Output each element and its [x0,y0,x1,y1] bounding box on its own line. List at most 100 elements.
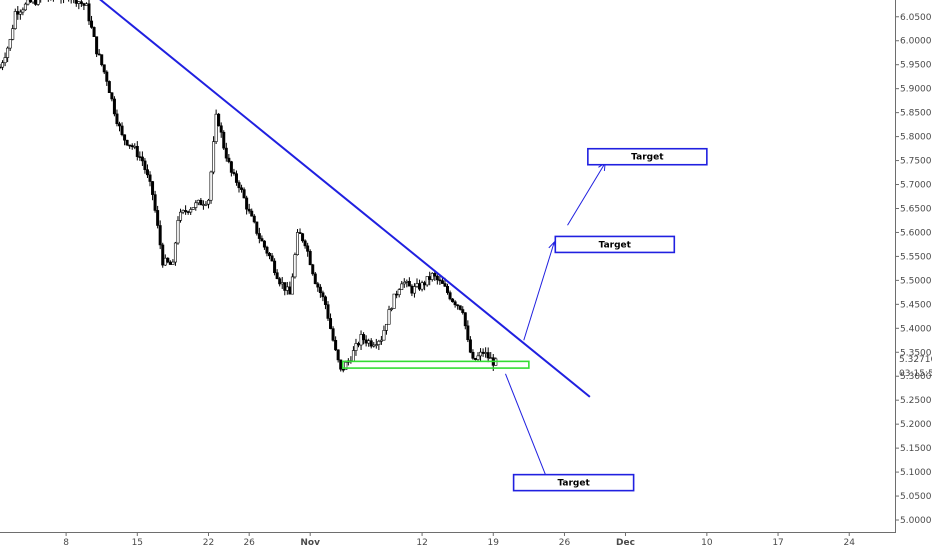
candle [1,60,5,71]
candle [186,210,190,215]
candle [473,357,477,361]
candle [252,214,256,224]
scenario-arrow [505,373,551,486]
candle [50,0,52,1]
candle [128,144,132,149]
candle [18,9,22,20]
candle [484,347,488,358]
candle [107,80,111,93]
candle [8,38,12,51]
y-tick-label: 5.40000 [900,324,932,334]
target-label: Target [599,240,632,250]
candle [445,283,449,295]
candle [275,269,279,280]
candle [448,290,452,301]
candle [489,352,493,359]
candle [428,271,432,286]
y-tick-label: 5.05000 [900,492,932,502]
candle [481,348,485,357]
candle [306,242,310,257]
candle [410,284,414,297]
candle [245,195,249,215]
drawings: Target Target Target [99,0,708,492]
x-tick-label: 12 [416,538,427,548]
candle [357,341,361,348]
candle [255,221,259,236]
candle [430,272,434,282]
x-tick-label: 22 [203,538,214,548]
candle [194,200,198,211]
candle [308,249,312,266]
candle [382,325,386,341]
candle [40,0,42,3]
candle [166,257,170,264]
candle [125,139,129,147]
scenario-arrow [567,161,606,226]
target-box: Target [512,473,635,492]
candle [364,335,368,347]
x-axis-ticks[interactable]: 8 15 22 26 Nov 12 19 26 Dec 10 17 24 [63,532,855,548]
target-box: Target [554,235,676,254]
y-tick-label: 5.90000 [900,85,932,95]
candle [214,109,218,145]
candle [260,235,264,242]
candle [334,336,338,352]
candle [6,46,10,63]
candle [479,348,483,361]
x-tick-label: Dec [616,538,635,548]
candle [242,187,246,199]
candle [79,0,83,7]
candle [130,143,134,150]
candle [133,143,137,150]
candle [0,63,2,69]
candle [145,164,149,178]
candle [204,201,208,207]
candle [135,141,139,161]
candle [351,346,355,362]
candle [461,306,465,315]
candle [471,349,475,360]
candle [74,0,78,7]
y-tick-label: 5.15000 [900,444,932,454]
candle [191,207,195,210]
candle [250,208,254,217]
candle [247,203,251,214]
x-tick-label: 8 [63,538,69,548]
candle [173,241,177,266]
y-axis-ticks[interactable]: 6.05000 6.00000 5.95000 5.90000 5.85000 5.800… [895,13,932,526]
y-tick-label: 5.50000 [900,276,932,286]
candle [476,352,480,361]
y-tick-label: 5.75000 [900,157,932,167]
candle [379,335,383,345]
candles [0,0,498,373]
candle [84,2,88,6]
y-tick-label: 5.95000 [900,61,932,71]
candle [184,205,188,215]
candle [105,70,109,86]
candle [466,320,470,343]
candle [458,305,462,311]
y-tick-label: 5.00000 [900,516,932,526]
x-tick-label: 26 [559,538,571,548]
support-zone [341,360,530,369]
candle [171,259,175,265]
candle [331,326,335,342]
candle [468,336,472,354]
last-price-tag: 5.32716 03:15:52 [899,355,932,379]
candle [298,228,302,234]
y-tick-label: 5.30000 [900,372,932,382]
candle [148,171,152,187]
candle [176,216,180,245]
candle [77,1,81,10]
candle [70,0,72,4]
x-tick-label: 26 [243,538,255,548]
candle [138,151,142,161]
x-tick-label: 15 [132,538,143,548]
candle [100,54,104,67]
candle [189,207,193,215]
candle [400,281,404,290]
candle [265,245,269,257]
candle [270,252,274,262]
x-tick-label: 17 [772,538,783,548]
